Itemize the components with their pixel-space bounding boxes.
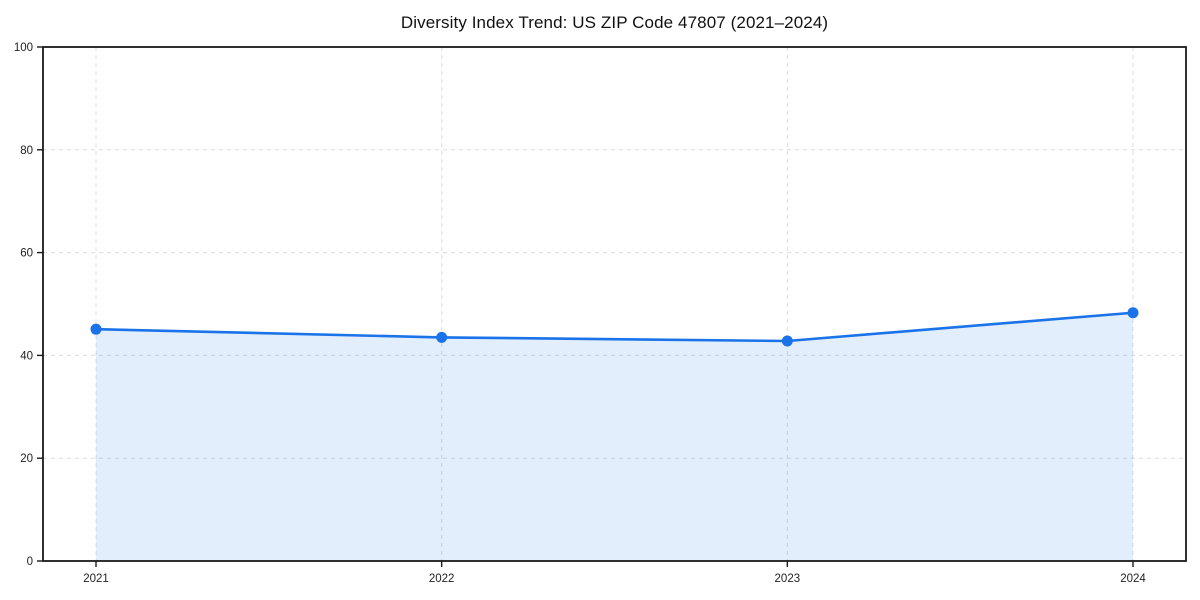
y-tick-label: 20 (20, 453, 33, 465)
y-tick-label: 40 (20, 350, 33, 362)
data-point-2024 (1127, 307, 1139, 319)
trend-line (94, 311, 1135, 343)
y-tick-label: 60 (20, 248, 33, 260)
y-tick-label: 0 (27, 556, 33, 568)
data-point-2022 (436, 331, 448, 343)
x-tick-label: 2024 (1120, 573, 1146, 585)
plot-border (42, 46, 1187, 562)
data-point-2023 (781, 335, 793, 347)
x-tick-label: 2021 (83, 573, 109, 585)
x-tick-label: 2022 (429, 573, 455, 585)
area-fill (96, 312, 1133, 561)
x-tick-label: 2023 (775, 573, 801, 585)
y-tick-label: 100 (14, 42, 33, 54)
y-tick-label: 80 (20, 145, 33, 157)
data-point-2021 (90, 323, 102, 335)
chart-title: Diversity Index Trend: US ZIP Code 47807… (400, 13, 829, 32)
